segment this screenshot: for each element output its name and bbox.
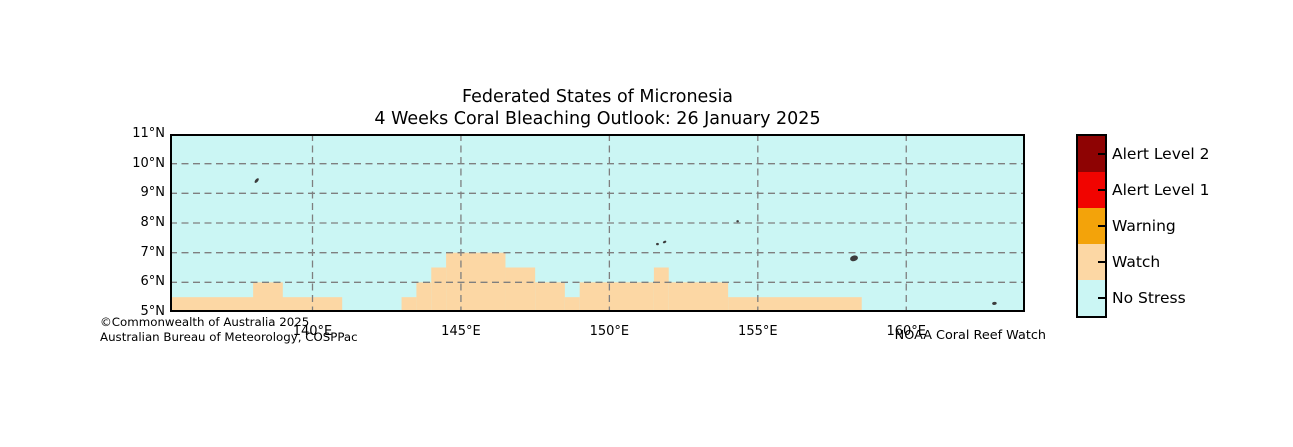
island-dot	[992, 301, 997, 305]
legend-tick	[1098, 189, 1107, 191]
lat-tick-label: 6°N	[140, 274, 166, 290]
watch-region-cell	[416, 282, 432, 312]
watch-region-cell	[728, 297, 862, 312]
legend-tick	[1098, 153, 1107, 155]
chart-title-block: Federated States of Micronesia 4 Weeks C…	[170, 86, 1025, 130]
legend-label: Warning	[1112, 217, 1176, 235]
chart-title: Federated States of Micronesia	[461, 87, 734, 107]
lat-tick-label: 10°N	[132, 155, 165, 171]
legend-label: No Stress	[1112, 289, 1186, 307]
lon-tick-label: 155°E	[738, 324, 778, 339]
lat-tick-label: 11°N	[132, 126, 165, 141]
watch-region-cell	[564, 297, 580, 312]
lon-tick-label: 160°E	[886, 324, 927, 339]
legend-label: Alert Level 2	[1112, 145, 1210, 163]
lon-tick-label: 150°E	[589, 324, 630, 339]
agency-line: Australian Bureau of Meteorology, COSPPa…	[100, 329, 358, 344]
island-dot	[656, 242, 659, 246]
lat-tick-label: 8°N	[140, 215, 166, 230]
lon-tick-label: 145°E	[441, 324, 481, 339]
chart-subtitle: 4 Weeks Coral Bleaching Outlook: 26 Janu…	[374, 109, 821, 129]
watch-region-cell	[253, 282, 283, 312]
attribution-left: ©Commonwealth of Australia 2025 Australi…	[100, 315, 358, 344]
watch-region-cell	[668, 282, 729, 312]
legend-tick	[1098, 225, 1107, 227]
legend-label: Alert Level 1	[1112, 181, 1210, 199]
longitude-axis: 140°E 145°E 150°E 155°E 160°E	[170, 324, 1025, 342]
island-dot	[662, 240, 667, 244]
lon-tick-label: 140°E	[292, 324, 333, 339]
lat-tick-label: 7°N	[140, 244, 166, 260]
attribution-right: NOAA Coral Reef Watch	[894, 328, 1046, 343]
watch-region-cell	[401, 297, 417, 312]
legend: Alert Level 2 Alert Level 1 Warning Watch No…	[1076, 134, 1286, 324]
latitude-axis: 11°N 10°N 9°N 8°N 7°N 6°N 5°N	[0, 126, 166, 319]
island-dot	[736, 220, 739, 223]
island-dot	[850, 255, 858, 262]
legend-tick	[1098, 261, 1107, 263]
island-dot	[254, 178, 259, 183]
watch-region-cell	[535, 282, 565, 312]
legend-tick	[1098, 297, 1107, 299]
lat-tick-label: 9°N	[140, 185, 166, 201]
watch-region-cell	[505, 267, 536, 312]
map-border	[170, 134, 1025, 312]
watch-region-cell	[579, 282, 654, 312]
copyright-line: ©Commonwealth of Australia 2025	[100, 315, 310, 329]
map-plot	[170, 134, 1025, 312]
watch-region-cell	[431, 267, 447, 312]
watch-region-cell	[653, 267, 669, 312]
lat-tick-label: 5°N	[140, 304, 166, 319]
outlook-map-canvas	[170, 134, 1025, 312]
legend-label: Watch	[1112, 253, 1161, 271]
